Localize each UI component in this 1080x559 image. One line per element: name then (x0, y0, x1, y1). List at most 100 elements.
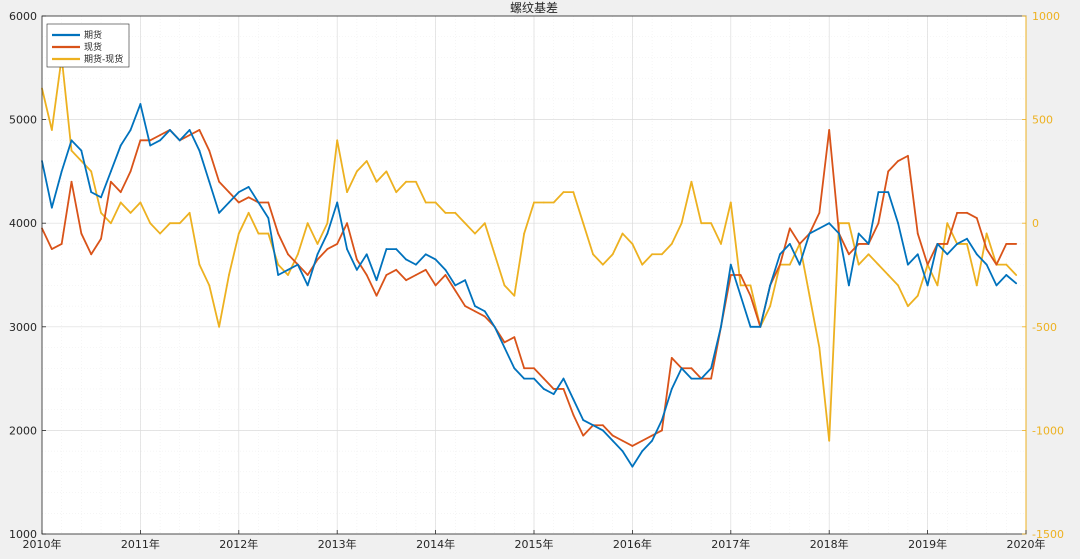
line-segment-basis (916, 263, 929, 297)
line-segment-futures (198, 149, 211, 183)
line-segment-futures (995, 274, 1008, 287)
line-segment-futures (857, 232, 870, 245)
line-segment-spot (661, 356, 673, 432)
line-segment-basis (218, 274, 230, 328)
right-axis: -1500 -1000 -500 0 500 1000 (1022, 10, 1064, 541)
line-segment-futures (228, 191, 240, 204)
line-segment-basis (661, 243, 673, 256)
line-segment-spot (454, 289, 467, 307)
line-segment-spot (877, 170, 890, 225)
line-segment-futures (159, 129, 171, 142)
line-segment-basis (287, 253, 299, 276)
line-segment-basis (375, 170, 388, 183)
line-segment-basis (355, 160, 368, 173)
right-tick-label: 0 (1032, 217, 1039, 230)
line-segment-spot (611, 434, 624, 442)
line-segment-basis (119, 201, 132, 214)
line-segment-spot (641, 434, 653, 442)
line-segment-basis (690, 180, 703, 225)
line-segment-futures (739, 294, 752, 328)
line-segment-basis (306, 222, 319, 245)
line-segment-basis (415, 180, 427, 204)
line-segment-spot (651, 429, 663, 437)
line-segment-spot (287, 253, 299, 266)
line-segment-basis (680, 180, 693, 225)
line-segment-spot (867, 222, 880, 245)
line-segment-basis (710, 222, 722, 245)
line-segment-basis (926, 263, 939, 287)
line-segment-basis (946, 222, 959, 245)
line-segment-basis (670, 222, 683, 245)
line-segment-futures (139, 103, 152, 147)
line-segment-futures (867, 191, 880, 245)
line-segment-basis (247, 211, 260, 235)
line-segment-spot (326, 243, 339, 251)
line-segment-spot (985, 248, 998, 266)
bottom-tick-label: 2017年 (711, 537, 750, 551)
line-segment-futures (90, 191, 102, 199)
line-segment-futures (729, 263, 742, 297)
line-segment-futures (208, 180, 221, 214)
line-segment-futures (365, 253, 378, 282)
line-segment-futures (336, 201, 348, 251)
right-tick-label: 1000 (1032, 10, 1060, 23)
line-segment-basis (129, 201, 142, 214)
line-segment-spot (464, 305, 476, 313)
line-segment-spot (247, 196, 260, 204)
bottom-tick-label: 2019年 (908, 537, 947, 551)
left-tick-label: 3000 (9, 321, 37, 334)
line-segment-basis (897, 284, 909, 307)
series-basis (41, 56, 1018, 442)
line-segment-spot (336, 222, 348, 245)
line-segment-basis (188, 211, 201, 266)
line-segment-basis (70, 149, 83, 162)
line-segment-spot (572, 413, 585, 437)
line-segment-basis (592, 253, 604, 266)
line-segment-spot (444, 274, 457, 292)
chart-title: 螺纹基差 (510, 1, 558, 15)
line-segment-basis (611, 232, 624, 256)
line-segment-spot (838, 232, 850, 256)
line-segment-futures (80, 149, 93, 194)
series-futures (41, 103, 1018, 468)
line-segment-basis (601, 253, 614, 266)
bottom-tick-label: 2020年 (1007, 537, 1046, 551)
line-segment-futures (405, 258, 417, 266)
line-segment-basis (208, 284, 221, 328)
line-segment-futures (562, 377, 575, 401)
line-segment-basis (582, 222, 594, 256)
line-segment-basis (513, 232, 526, 297)
line-segment-spot (798, 232, 811, 245)
line-segment-spot (907, 154, 919, 235)
line-segment-basis (493, 253, 506, 287)
line-segment-spot (887, 160, 899, 173)
line-segment-basis (641, 253, 653, 266)
bottom-tick-label: 2014年 (416, 537, 455, 551)
line-segment-basis (109, 201, 122, 225)
line-segment-spot (395, 268, 407, 282)
line-segment-spot (109, 180, 122, 194)
line-segment-futures (218, 201, 230, 214)
line-segment-spot (690, 367, 703, 380)
line-segment-spot (60, 180, 73, 245)
line-segment-spot (946, 211, 959, 245)
line-segment-basis (552, 191, 565, 204)
line-segment-basis (365, 160, 378, 183)
line-segment-futures (178, 129, 191, 142)
line-segment-basis (149, 222, 161, 235)
line-segment-futures (149, 139, 161, 147)
line-segment-futures (661, 388, 673, 421)
line-segment-basis (966, 243, 978, 287)
line-segment-basis (798, 243, 811, 297)
line-segment-futures (897, 222, 909, 266)
line-segment-spot (779, 227, 791, 266)
line-segment-spot (916, 232, 929, 266)
line-segment-futures (474, 305, 486, 313)
line-segment-spot (562, 388, 575, 416)
line-segment-spot (365, 274, 378, 297)
line-segment-futures (572, 398, 585, 421)
line-segment-basis (277, 263, 289, 276)
line-segment-spot (41, 227, 53, 251)
line-segment-basis (523, 201, 535, 235)
